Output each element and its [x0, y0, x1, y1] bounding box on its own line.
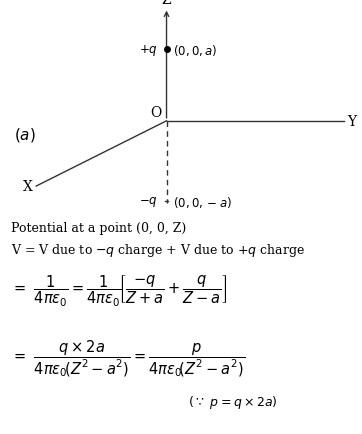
- Text: $(a)$: $(a)$: [14, 125, 36, 144]
- Text: V = V due to $-q$ charge + V due to $+q$ charge: V = V due to $-q$ charge + V due to $+q$…: [11, 241, 304, 258]
- Text: $=\ \dfrac{q \times 2a}{4\pi\varepsilon_0\!\left(Z^2-a^2\right)}= \dfrac{p}{4\pi: $=\ \dfrac{q \times 2a}{4\pi\varepsilon_…: [11, 338, 245, 378]
- Text: Z: Z: [162, 0, 171, 7]
- Text: $-q$: $-q$: [139, 195, 157, 209]
- Text: $+q$: $+q$: [139, 43, 157, 57]
- Text: Y: Y: [348, 115, 357, 128]
- Text: $(\because\ p = q \times 2a)$: $(\because\ p = q \times 2a)$: [188, 393, 278, 410]
- Text: Potential at a point (0, 0, Z): Potential at a point (0, 0, Z): [11, 221, 186, 234]
- Text: O: O: [150, 105, 161, 119]
- Text: $(0, 0, -a)$: $(0, 0, -a)$: [173, 194, 232, 209]
- Text: $=\ \dfrac{1}{4\pi\varepsilon_0} = \dfrac{1}{4\pi\varepsilon_0}\!\left[\dfrac{-q: $=\ \dfrac{1}{4\pi\varepsilon_0} = \dfra…: [11, 273, 227, 309]
- Text: X: X: [23, 180, 33, 194]
- Text: $(0, 0, a)$: $(0, 0, a)$: [173, 43, 218, 57]
